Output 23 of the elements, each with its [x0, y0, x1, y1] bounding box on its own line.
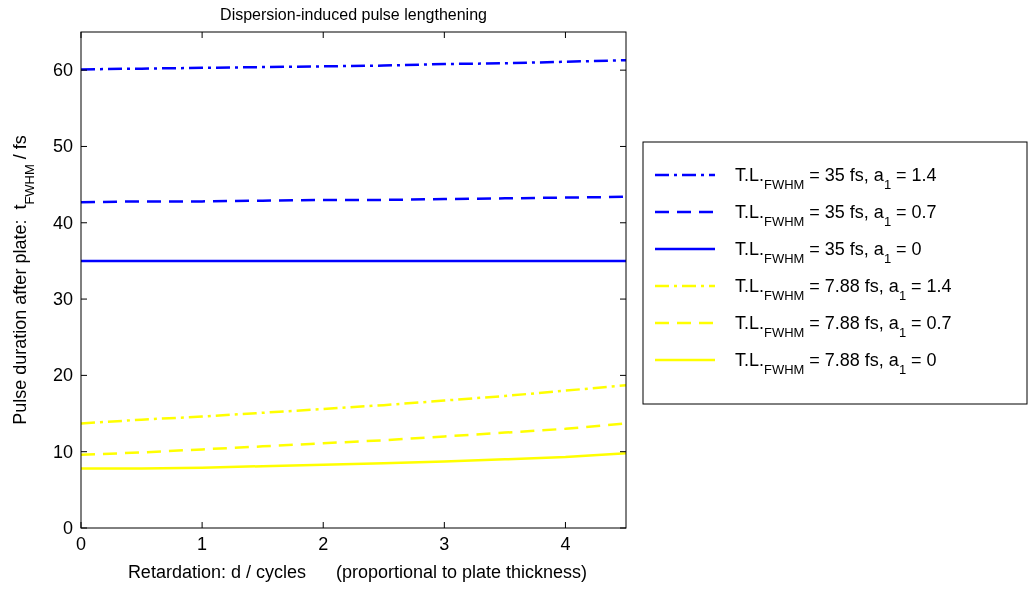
y-tick-label: 0	[62, 518, 73, 538]
y-tick-label: 10	[52, 441, 73, 462]
y-tick-label: 30	[52, 289, 73, 310]
y-tick-label: 40	[52, 212, 73, 233]
legend-label: T.L.$_{FWHM}$ = 7.88 fs, a$_{1}$ = 1.4	[735, 276, 952, 303]
legend-label: T.L.$_{FWHM}$ = 7.88 fs, a$_{1}$ = 0.7	[735, 313, 952, 340]
legend-label: T.L.$_{FWHM}$ = 35 fs, a$_{1}$ = 1.4	[735, 165, 937, 192]
y-tick-label: 50	[52, 136, 73, 157]
x-tick-label: 4	[560, 534, 571, 554]
legend-label: T.L.$_{FWHM}$ = 7.88 fs, a$_{1}$ = 0	[735, 350, 937, 377]
x-tick-label: 0	[75, 534, 87, 554]
chart-title: Dispersion-induced pulse lengthening	[220, 6, 487, 23]
x-axis-title: Retardation: d / cycles (proportional to plate thickness)	[127, 562, 588, 582]
x-tick-label: 3	[439, 534, 450, 554]
x-tick-label: 1	[197, 534, 208, 554]
legend-label: T.L.$_{FWHM}$ = 35 fs, a$_{1}$ = 0	[735, 239, 922, 266]
line-series	[79, 384, 628, 425]
y-tick-label: 20	[52, 365, 73, 386]
x-tick-label: 2	[318, 534, 329, 554]
line-series	[79, 451, 628, 470]
y-tick-label: 60	[52, 60, 73, 81]
legend-label: T.L.$_{FWHM}$ = 35 fs, a$_{1}$ = 0.7	[735, 202, 937, 229]
line-series	[79, 58, 628, 71]
